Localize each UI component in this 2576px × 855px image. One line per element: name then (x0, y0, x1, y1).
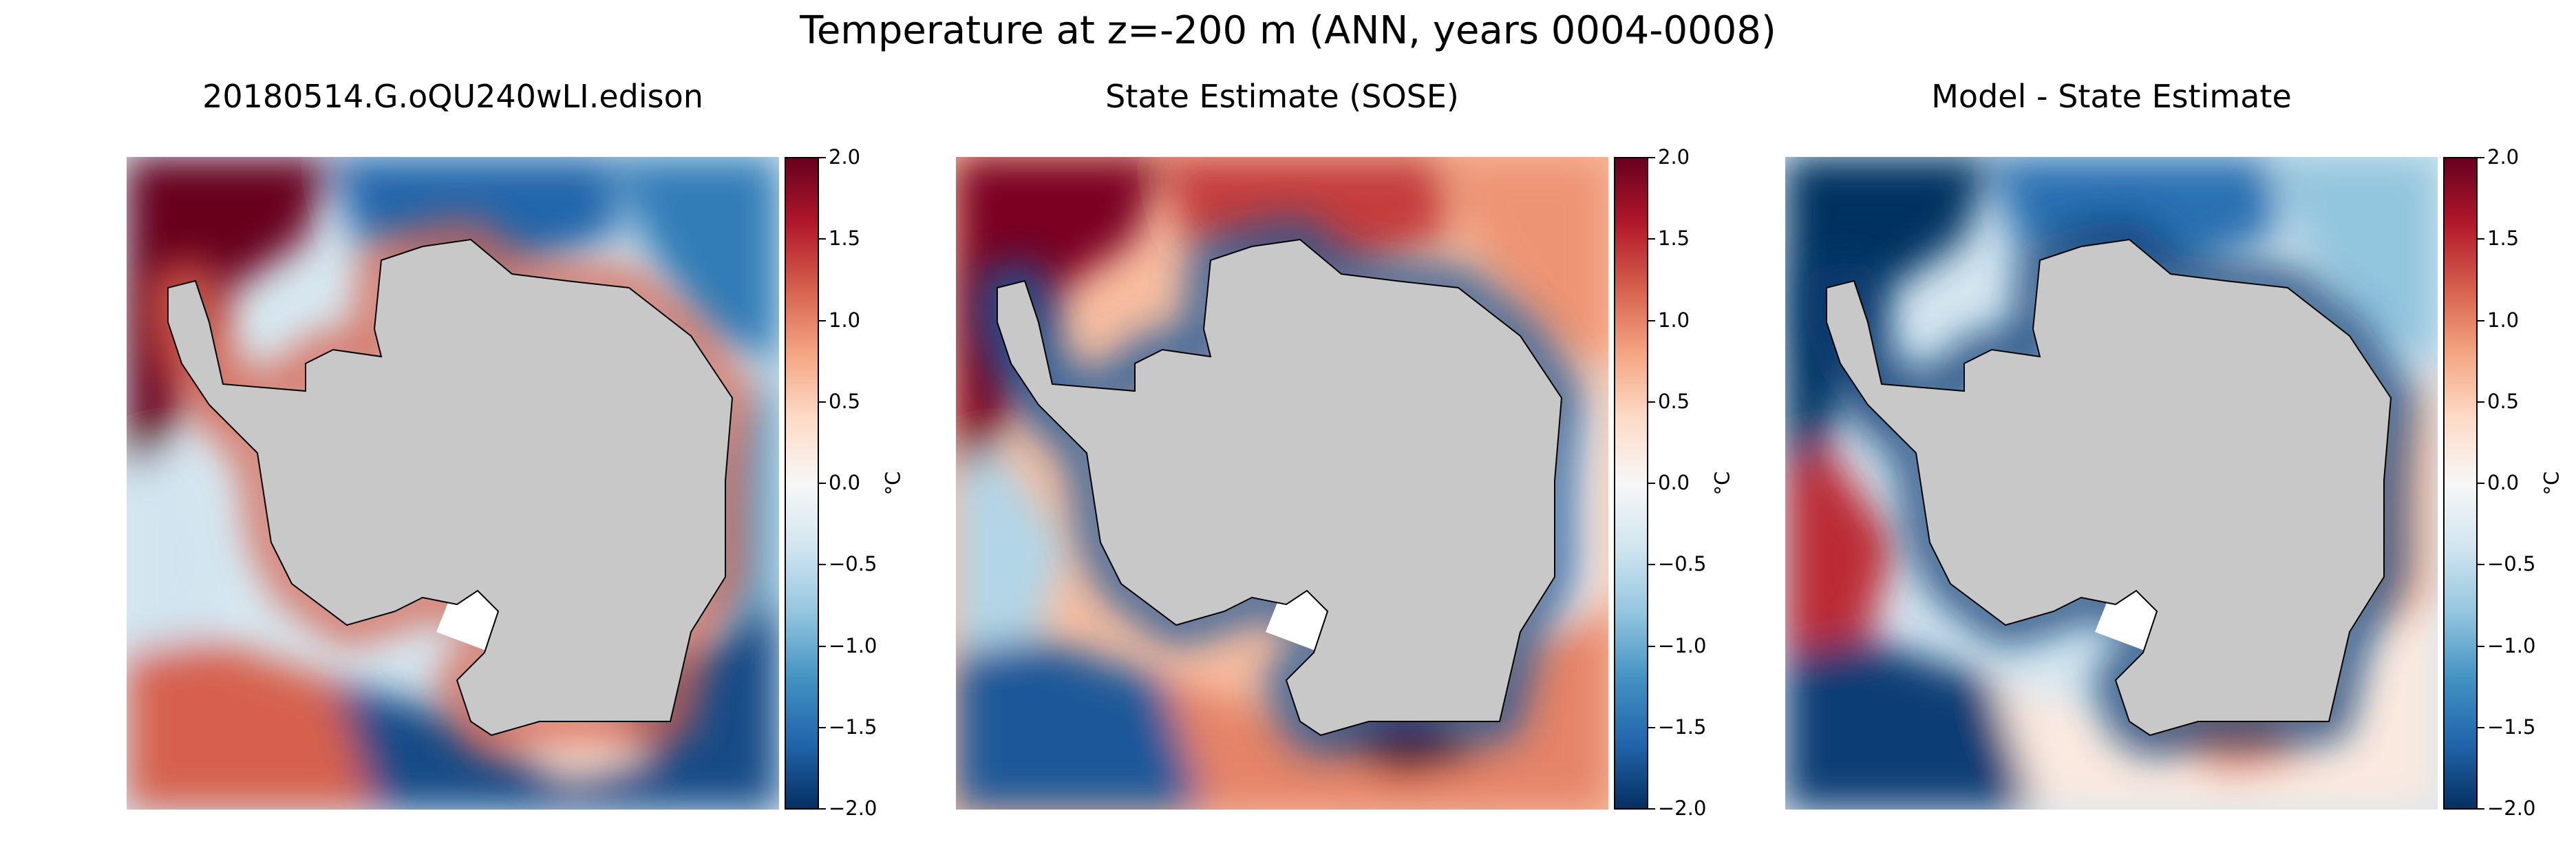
colorbar-tick (819, 157, 826, 158)
colorbar-tick-label: −2.0 (1658, 796, 1707, 820)
colorbar-gradient (2445, 158, 2476, 808)
colorbar-tick-label: 0.5 (829, 389, 861, 413)
map-model (127, 157, 779, 810)
temperature-region (1162, 598, 1608, 810)
colorbar-tick-label: −0.5 (1658, 552, 1707, 576)
colorbar-tick (819, 238, 826, 240)
colorbar-tick (1648, 238, 1655, 240)
map-svg (956, 157, 1608, 810)
colorbar-tick (2478, 564, 2484, 566)
colorbar-tick (2478, 483, 2484, 484)
colorbar-tick-label: 0.0 (2487, 471, 2520, 494)
temperature-region (2267, 157, 2438, 363)
temperature-region (127, 446, 237, 653)
colorbar-gradient (786, 158, 818, 808)
colorbar-tick (819, 564, 826, 566)
colorbar-tick (1648, 319, 1655, 321)
map-difference (1785, 157, 2438, 810)
colorbar-tick (1648, 401, 1655, 403)
colorbar-tick-label: −1.0 (1658, 633, 1707, 657)
colorbar-tick (819, 808, 826, 810)
colorbar-tick (819, 645, 826, 647)
antarctica-landmask (1826, 238, 2392, 737)
colorbar-gradient (1615, 158, 1647, 808)
colorbar-tick (1648, 157, 1655, 158)
colorbar-tick (819, 726, 826, 728)
colorbar-tick (819, 401, 826, 403)
colorbar-tick-label: 1.5 (829, 226, 861, 251)
antarctica-landmask (997, 238, 1563, 737)
colorbar-sose (1614, 157, 1648, 810)
colorbar-difference (2443, 157, 2478, 810)
colorbar-tick-label: −1.0 (2487, 633, 2536, 657)
colorbar-tick-label: −0.5 (829, 552, 877, 576)
colorbar-unit-label: °C (2540, 471, 2564, 496)
colorbar-tick-label: 0.5 (2487, 389, 2520, 413)
temperature-region (1785, 446, 1895, 653)
colorbar-unit-label: °C (1710, 471, 1734, 496)
panel-title-difference: Model - State Estimate (1931, 78, 2292, 115)
map-sose (956, 157, 1608, 810)
colorbar-tick-label: −1.5 (2487, 715, 2536, 739)
colorbar-tick-label: −1.5 (829, 715, 877, 739)
colorbar-tick-label: −0.5 (2487, 552, 2536, 576)
colorbar-tick (1648, 564, 1655, 566)
colorbar-tick (2478, 726, 2484, 728)
temperature-region (1992, 598, 2438, 810)
colorbar-tick-label: 2.0 (1658, 145, 1690, 169)
colorbar-tick-label: 0.5 (1658, 389, 1690, 413)
temperature-region (333, 598, 779, 810)
colorbar-tick-label: 2.0 (829, 145, 861, 169)
colorbar-tick (2478, 645, 2484, 647)
colorbar-tick-label: −2.0 (829, 796, 877, 820)
temperature-region (1438, 157, 1608, 363)
temperature-region (608, 157, 779, 363)
colorbar-tick (2478, 808, 2484, 810)
colorbar-tick (1648, 726, 1655, 728)
colorbar-tick (1648, 645, 1655, 647)
colorbar-tick (819, 483, 826, 484)
colorbar-model (785, 157, 819, 810)
figure-title: Temperature at z=-200 m (ANN, years 0004… (800, 8, 1776, 53)
colorbar-tick-label: −2.0 (2487, 796, 2536, 820)
map-svg (1785, 157, 2438, 810)
colorbar-tick (1648, 483, 1655, 484)
colorbar-tick (2478, 157, 2484, 158)
colorbar-unit-label: °C (881, 471, 905, 496)
colorbar-tick (2478, 401, 2484, 403)
colorbar-tick-label: 1.5 (2487, 226, 2520, 251)
panel-title-model: 20180514.G.oQU240wLI.edison (202, 78, 703, 115)
temperature-region (956, 639, 1204, 810)
panel-title-sose: State Estimate (SOSE) (1105, 78, 1459, 115)
colorbar-tick-label: 1.0 (1658, 308, 1690, 332)
temperature-region (127, 639, 374, 810)
colorbar-tick (1648, 808, 1655, 810)
colorbar-tick-label: 0.0 (1658, 471, 1690, 494)
temperature-region (1785, 639, 2033, 810)
map-svg (127, 157, 779, 810)
colorbar-tick-label: 0.0 (829, 471, 861, 494)
antarctica-landmask (167, 238, 734, 737)
colorbar-tick-label: 1.0 (829, 308, 861, 332)
colorbar-tick (2478, 238, 2484, 240)
colorbar-tick-label: 1.5 (1658, 226, 1690, 251)
colorbar-tick (2478, 319, 2484, 321)
colorbar-tick-label: 2.0 (2487, 145, 2520, 169)
colorbar-tick-label: −1.0 (829, 633, 877, 657)
colorbar-tick (819, 319, 826, 321)
colorbar-tick-label: −1.5 (1658, 715, 1707, 739)
colorbar-tick-label: 1.0 (2487, 308, 2520, 332)
temperature-region (956, 446, 1066, 653)
